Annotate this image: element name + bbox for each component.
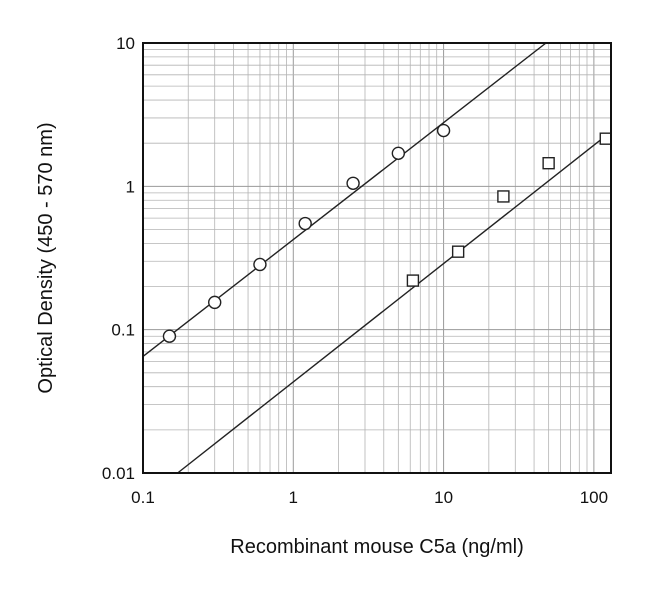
data-point-square — [497, 190, 510, 203]
y-tick-label: 0.01 — [102, 464, 135, 483]
data-points — [162, 123, 612, 343]
plot-frame — [142, 42, 612, 474]
y-axis-title: Optical Density (450 - 570 nm) — [35, 122, 57, 393]
data-point-circle — [253, 257, 267, 272]
data-point-circle — [391, 146, 406, 161]
fit-line-circle — [142, 42, 547, 358]
fit-line-square — [177, 135, 607, 474]
x-tick-label: 10 — [434, 488, 453, 507]
data-point-circle — [346, 176, 360, 190]
x-axis-title: Recombinant mouse C5a (ng/ml) — [230, 536, 523, 558]
data-point-square — [542, 157, 555, 170]
data-point-circle — [298, 216, 312, 231]
data-point-circle — [436, 123, 451, 138]
x-tick-labels: 0.1 1 10 100 — [131, 488, 608, 507]
x-tick-label: 100 — [580, 488, 608, 507]
data-point-square — [599, 132, 612, 145]
data-point-circle — [208, 295, 222, 310]
grid — [142, 42, 611, 474]
x-tick-label: 1 — [289, 488, 298, 507]
y-tick-labels: 0.01 0.1 1 10 — [102, 34, 135, 483]
x-tick-label: 0.1 — [131, 488, 155, 507]
data-point-circle — [162, 329, 177, 343]
data-point-square — [406, 274, 420, 287]
y-tick-label: 0.1 — [111, 321, 135, 340]
fit-lines — [142, 42, 607, 474]
data-point-square — [451, 245, 465, 258]
y-tick-label: 10 — [116, 34, 135, 53]
y-tick-label: 1 — [126, 177, 135, 196]
